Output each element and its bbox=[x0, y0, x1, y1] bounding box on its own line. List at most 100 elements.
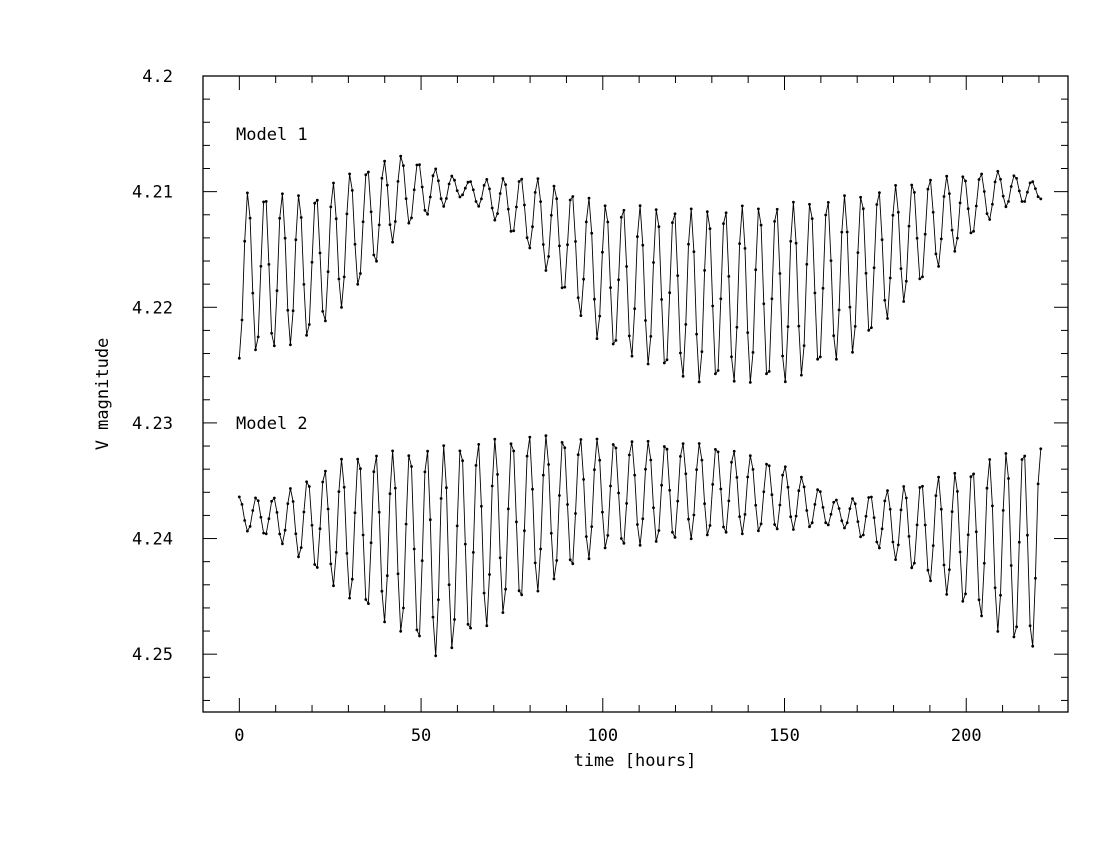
data-point-model-2 bbox=[797, 489, 801, 493]
data-point-model-2 bbox=[305, 480, 308, 484]
data-point-model-2 bbox=[552, 577, 556, 581]
data-point-model-1 bbox=[921, 275, 924, 279]
data-point-model-2 bbox=[463, 542, 467, 546]
data-point-model-2 bbox=[504, 587, 507, 591]
data-point-model-1 bbox=[539, 200, 542, 204]
data-point-model-1 bbox=[342, 275, 346, 279]
data-point-model-1 bbox=[808, 202, 811, 206]
data-point-model-2 bbox=[539, 547, 542, 551]
data-point-model-1 bbox=[313, 201, 317, 205]
data-point-model-2 bbox=[549, 531, 553, 535]
data-point-model-2 bbox=[638, 543, 642, 547]
data-point-model-1 bbox=[246, 191, 249, 195]
data-point-model-2 bbox=[722, 525, 725, 529]
data-point-model-2 bbox=[455, 524, 459, 528]
data-point-model-2 bbox=[531, 487, 534, 491]
data-point-model-1 bbox=[587, 196, 591, 200]
data-point-model-2 bbox=[754, 503, 758, 507]
data-point-model-1 bbox=[361, 220, 365, 224]
data-point-model-2 bbox=[786, 485, 790, 489]
data-point-model-1 bbox=[243, 239, 247, 243]
data-point-model-2 bbox=[450, 646, 454, 650]
data-point-model-1 bbox=[894, 184, 897, 187]
data-point-model-1 bbox=[574, 240, 577, 243]
data-point-model-2 bbox=[781, 473, 784, 477]
data-point-model-1 bbox=[880, 238, 884, 242]
data-point-model-2 bbox=[732, 449, 736, 453]
data-point-model-1 bbox=[356, 282, 360, 286]
data-point-model-2 bbox=[361, 533, 365, 537]
data-point-model-2 bbox=[1039, 447, 1043, 451]
data-point-model-2 bbox=[902, 485, 906, 488]
data-point-model-1 bbox=[942, 195, 946, 198]
data-point-model-1 bbox=[958, 201, 962, 205]
data-point-model-2 bbox=[878, 546, 881, 550]
data-point-model-2 bbox=[762, 490, 766, 494]
data-point-model-2 bbox=[652, 506, 655, 510]
data-point-model-2 bbox=[619, 537, 623, 540]
data-point-model-2 bbox=[872, 516, 876, 519]
data-point-model-2 bbox=[407, 454, 411, 458]
data-point-model-2 bbox=[861, 533, 865, 537]
data-point-model-1 bbox=[267, 263, 271, 266]
data-point-model-1 bbox=[289, 343, 292, 347]
data-point-model-1 bbox=[732, 379, 736, 383]
data-point-model-1 bbox=[982, 190, 986, 193]
data-point-model-2 bbox=[948, 568, 951, 571]
data-point-model-1 bbox=[606, 220, 610, 224]
data-point-model-1 bbox=[719, 297, 723, 301]
data-point-model-1 bbox=[735, 325, 739, 329]
data-point-model-1 bbox=[256, 335, 260, 339]
data-point-model-1 bbox=[835, 357, 838, 361]
data-point-model-2 bbox=[856, 520, 860, 523]
data-point-model-2 bbox=[415, 628, 419, 632]
data-point-model-1 bbox=[488, 187, 491, 191]
data-point-model-2 bbox=[646, 439, 650, 443]
data-point-model-2 bbox=[835, 498, 838, 502]
data-point-model-2 bbox=[609, 484, 612, 488]
data-point-model-2 bbox=[614, 446, 618, 450]
data-point-model-2 bbox=[982, 561, 986, 565]
data-point-model-2 bbox=[859, 535, 862, 539]
data-point-model-1 bbox=[364, 173, 368, 177]
data-point-model-2 bbox=[727, 499, 731, 503]
data-point-model-1 bbox=[294, 238, 298, 242]
data-point-model-1 bbox=[875, 203, 879, 206]
data-point-model-1 bbox=[1028, 181, 1032, 185]
y-tick-label: 4.21 bbox=[132, 183, 173, 203]
data-point-model-2 bbox=[880, 527, 884, 531]
data-point-model-2 bbox=[845, 521, 849, 525]
data-point-model-2 bbox=[649, 458, 653, 462]
data-point-model-1 bbox=[531, 225, 534, 229]
data-point-model-1 bbox=[1023, 200, 1027, 203]
data-point-model-2 bbox=[393, 486, 397, 490]
data-point-model-2 bbox=[1007, 477, 1010, 480]
data-point-model-1 bbox=[950, 228, 954, 232]
data-point-model-2 bbox=[816, 488, 819, 492]
data-point-model-1 bbox=[504, 183, 507, 187]
data-point-model-1 bbox=[609, 286, 612, 289]
data-point-model-2 bbox=[765, 462, 768, 466]
data-point-model-2 bbox=[751, 468, 755, 471]
data-point-model-2 bbox=[528, 435, 532, 439]
data-point-model-2 bbox=[956, 490, 959, 493]
data-point-model-1 bbox=[697, 380, 701, 384]
data-point-model-1 bbox=[474, 200, 478, 203]
data-point-model-2 bbox=[1036, 482, 1040, 486]
data-point-model-1 bbox=[714, 372, 717, 376]
data-point-model-2 bbox=[851, 497, 854, 500]
data-point-model-1 bbox=[660, 298, 663, 301]
data-point-model-2 bbox=[853, 502, 857, 506]
data-point-model-1 bbox=[773, 220, 776, 223]
data-point-model-2 bbox=[896, 543, 900, 547]
data-point-model-1 bbox=[437, 179, 440, 183]
x-tick-label: 100 bbox=[587, 726, 618, 746]
data-point-model-2 bbox=[259, 515, 263, 519]
data-point-model-2 bbox=[318, 527, 322, 531]
data-point-model-1 bbox=[991, 202, 994, 206]
data-point-model-2 bbox=[805, 509, 809, 512]
data-point-model-2 bbox=[603, 546, 607, 550]
data-point-model-2 bbox=[576, 453, 580, 457]
data-point-model-2 bbox=[555, 559, 559, 562]
